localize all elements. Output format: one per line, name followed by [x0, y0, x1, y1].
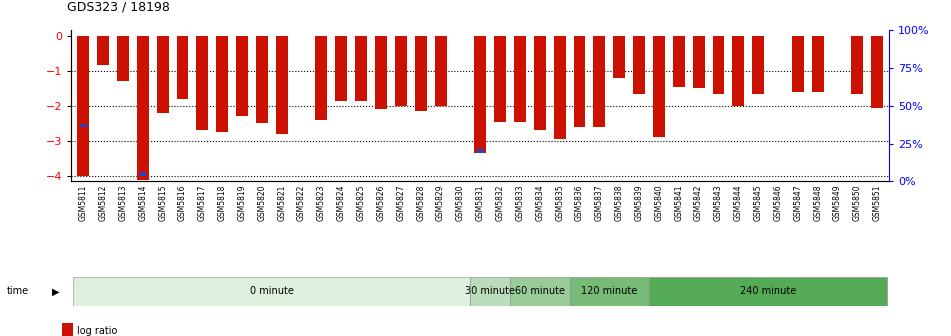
- Bar: [477, 150, 483, 153]
- Text: 240 minute: 240 minute: [740, 287, 796, 296]
- Bar: [871, 36, 883, 108]
- Bar: [649, 277, 887, 306]
- Bar: [613, 36, 625, 78]
- Text: ▶: ▶: [52, 287, 60, 296]
- Text: GDS323 / 18198: GDS323 / 18198: [67, 0, 169, 13]
- Bar: [510, 277, 570, 306]
- Bar: [475, 36, 486, 153]
- Bar: [692, 36, 705, 88]
- Text: time: time: [7, 287, 29, 296]
- Bar: [851, 36, 864, 93]
- Bar: [157, 36, 168, 113]
- Bar: [553, 36, 566, 139]
- Bar: [593, 36, 606, 127]
- Bar: [336, 36, 347, 100]
- Text: 60 minute: 60 minute: [514, 287, 565, 296]
- Bar: [316, 36, 327, 120]
- Text: 0 minute: 0 minute: [250, 287, 294, 296]
- Bar: [415, 36, 427, 111]
- Bar: [792, 36, 804, 92]
- Text: 30 minute: 30 minute: [465, 287, 515, 296]
- Bar: [573, 36, 586, 127]
- Bar: [140, 172, 146, 176]
- Bar: [73, 277, 471, 306]
- Bar: [514, 36, 526, 122]
- Bar: [712, 36, 725, 93]
- Bar: [236, 36, 248, 116]
- Bar: [80, 124, 87, 127]
- Bar: [672, 36, 685, 86]
- Bar: [375, 36, 387, 109]
- Bar: [216, 36, 228, 132]
- Bar: [812, 36, 824, 92]
- Bar: [653, 36, 665, 137]
- Bar: [137, 36, 148, 180]
- Bar: [495, 36, 506, 122]
- Bar: [117, 36, 129, 81]
- Text: log ratio: log ratio: [77, 326, 117, 336]
- Bar: [256, 36, 268, 123]
- Bar: [77, 36, 89, 176]
- Bar: [732, 36, 745, 106]
- Bar: [355, 36, 367, 100]
- Bar: [471, 277, 510, 306]
- Bar: [752, 36, 764, 93]
- Bar: [97, 36, 109, 66]
- Bar: [177, 36, 188, 99]
- Bar: [395, 36, 407, 106]
- Bar: [276, 36, 288, 134]
- Text: 120 minute: 120 minute: [581, 287, 637, 296]
- Bar: [197, 36, 208, 130]
- Bar: [435, 36, 447, 106]
- Bar: [633, 36, 645, 93]
- Bar: [570, 277, 649, 306]
- Bar: [534, 36, 546, 130]
